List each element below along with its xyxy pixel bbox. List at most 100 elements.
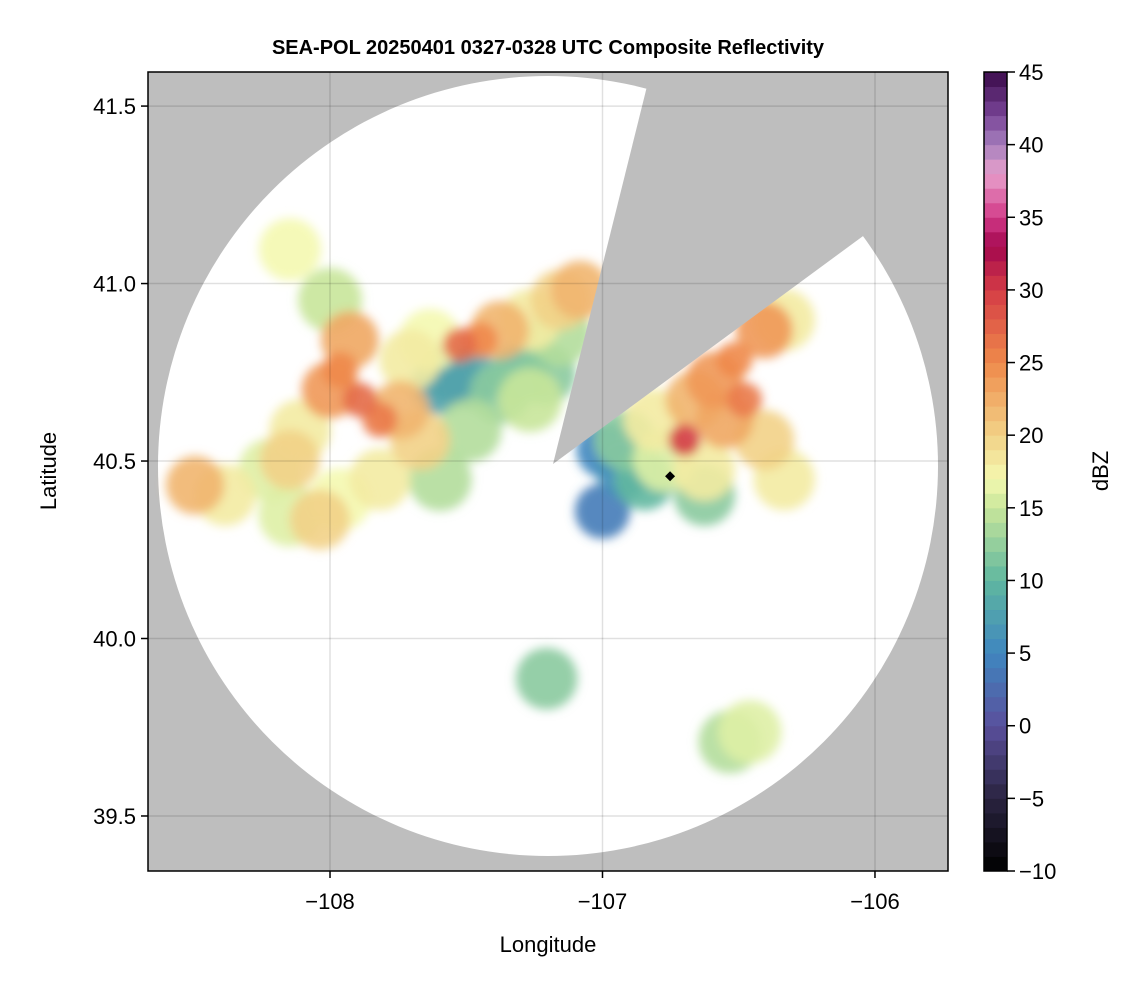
colorbar-frame <box>983 71 1008 872</box>
colorbar-bin <box>984 740 1007 756</box>
colorbar-bin <box>984 289 1007 305</box>
echo-cell <box>574 483 631 539</box>
y-tick-label: 41.5 <box>93 94 136 119</box>
colorbar-bin <box>984 144 1007 160</box>
colorbar-bin <box>984 202 1007 218</box>
echo-cell <box>349 448 411 511</box>
colorbar-bin <box>984 435 1007 451</box>
colorbar-bin <box>984 609 1007 625</box>
colorbar-bin <box>984 188 1007 204</box>
blocked-sector <box>553 72 948 464</box>
x-tick-label: −108 <box>305 889 355 914</box>
echo-cell <box>718 700 782 764</box>
colorbar-bin <box>984 406 1007 422</box>
colorbar-tick-label: −5 <box>1019 786 1044 811</box>
colorbar-bin <box>984 377 1007 393</box>
colorbar-bin <box>984 72 1007 88</box>
colorbar-bin <box>984 318 1007 334</box>
colorbar-bin <box>984 260 1007 276</box>
colorbar-bin <box>984 580 1007 596</box>
colorbar-bin <box>984 667 1007 683</box>
y-tick-label: 40.5 <box>93 449 136 474</box>
colorbar-tick-label: 15 <box>1019 496 1043 521</box>
colorbar-bin <box>984 362 1007 378</box>
colorbar-tick-label: 20 <box>1019 423 1043 448</box>
colorbar-bin <box>984 783 1007 799</box>
colorbar-bin <box>984 159 1007 175</box>
colorbar-bin <box>984 653 1007 669</box>
colorbar-label: dBZ <box>1088 451 1113 491</box>
colorbar-tick-label: 0 <box>1019 714 1031 739</box>
colorbar: 45 40 35 30 25 20 15 10 5 0 −5 −10 <box>983 60 1056 884</box>
colorbar-bin <box>984 464 1007 480</box>
colorbar-bin <box>984 725 1007 741</box>
colorbar-bin <box>984 536 1007 552</box>
x-axis: −108 −107 −106 <box>305 871 900 914</box>
colorbar-tick-label: 40 <box>1019 133 1043 158</box>
x-tick-label: −106 <box>850 889 900 914</box>
echo-cell <box>438 398 502 462</box>
colorbar-bin <box>984 391 1007 407</box>
colorbar-bin <box>984 115 1007 131</box>
colorbar-tick-label: 35 <box>1019 205 1043 230</box>
echo-cell <box>165 455 225 515</box>
colorbar-bin <box>984 856 1007 872</box>
colorbar-bin <box>984 478 1007 494</box>
colorbar-tick-label: 25 <box>1019 351 1043 376</box>
y-axis: 39.5 40.0 40.5 41.0 41.5 <box>93 94 148 829</box>
echo-cell <box>379 329 441 391</box>
echo-cell <box>515 647 578 710</box>
colorbar-bin <box>984 86 1007 102</box>
colorbar-bin <box>984 638 1007 654</box>
echo-cell <box>668 424 701 457</box>
colorbar-bin <box>984 827 1007 843</box>
colorbar-bin <box>984 624 1007 640</box>
colorbar-bin <box>984 798 1007 814</box>
colorbar-tick-label: −10 <box>1019 859 1056 884</box>
colorbar-tick-label: 30 <box>1019 278 1043 303</box>
echo-cell <box>258 218 322 281</box>
colorbar-bin <box>984 769 1007 785</box>
colorbar-tick-label: 45 <box>1019 60 1043 85</box>
colorbar-bin <box>984 130 1007 146</box>
colorbar-bin <box>984 246 1007 262</box>
colorbar-bin <box>984 231 1007 247</box>
x-axis-label: Longitude <box>500 932 597 957</box>
echo-cell <box>726 382 763 418</box>
echo-cell <box>342 382 378 418</box>
diamond-marker <box>665 471 676 482</box>
chart-title: SEA-POL 20250401 0327-0328 UTC Composite… <box>272 37 825 59</box>
y-axis-label: Latitude <box>36 432 61 510</box>
colorbar-bin <box>984 420 1007 436</box>
colorbar-bin <box>984 522 1007 538</box>
echo-cell <box>442 327 478 363</box>
colorbar-bin <box>984 493 1007 509</box>
x-tick-label: −107 <box>578 889 628 914</box>
colorbar-bin <box>984 754 1007 770</box>
colorbar-bin <box>984 173 1007 189</box>
colorbar-bin <box>984 565 1007 581</box>
plot-frame <box>147 71 949 872</box>
colorbar-bin <box>984 275 1007 291</box>
colorbar-bin <box>984 101 1007 117</box>
colorbar-bin <box>984 682 1007 698</box>
colorbar-bin <box>984 449 1007 465</box>
colorbar-bin <box>984 696 1007 712</box>
site-marker <box>665 471 676 482</box>
colorbar-bin <box>984 348 1007 364</box>
colorbar-bin <box>984 841 1007 857</box>
echo-cell <box>322 352 359 389</box>
colorbar-tick-label: 5 <box>1019 641 1031 666</box>
echo-cell <box>498 367 563 432</box>
colorbar-bin <box>984 507 1007 523</box>
colorbar-bin <box>984 304 1007 320</box>
colorbar-bin <box>984 217 1007 233</box>
y-tick-label: 39.5 <box>93 804 136 829</box>
echo-cell <box>259 429 320 490</box>
y-tick-label: 40.0 <box>93 627 136 652</box>
colorbar-bin <box>984 594 1007 611</box>
grid <box>148 72 948 871</box>
y-tick-label: 41.0 <box>93 272 136 297</box>
